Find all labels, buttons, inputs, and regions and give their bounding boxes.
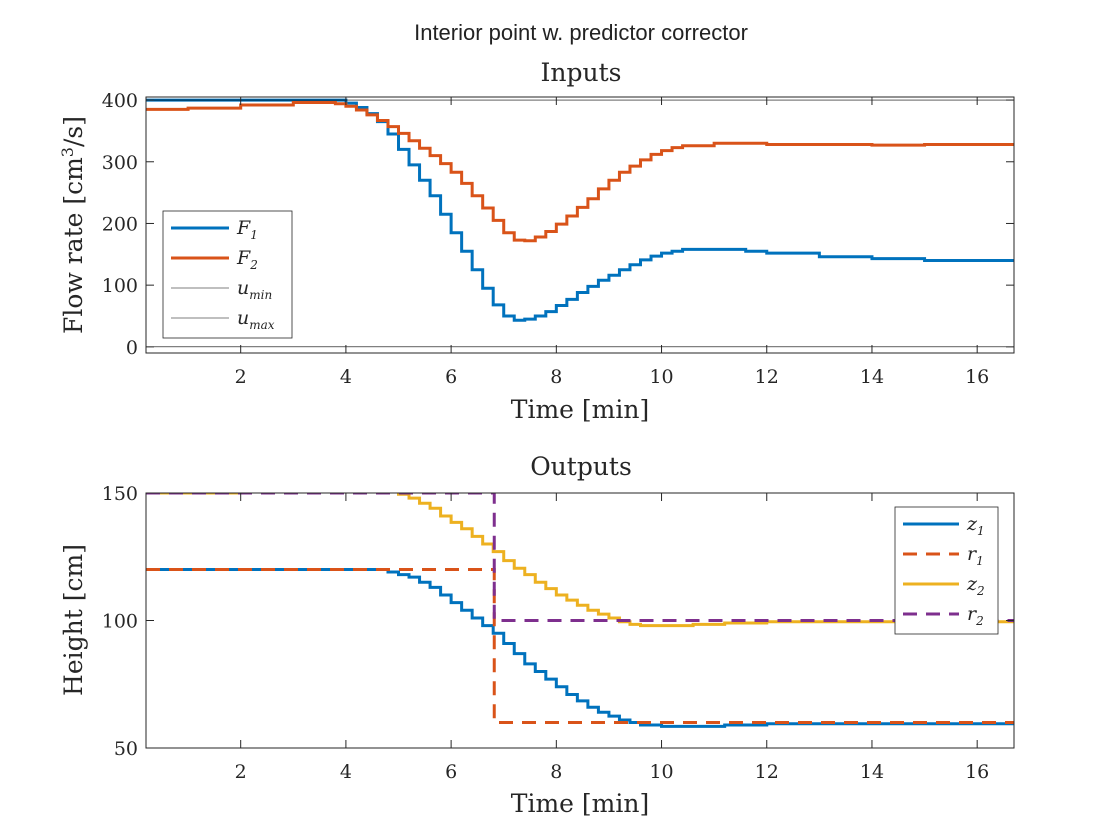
inputs-ticks: 2 4 6 8 10 12 14 16 0 100 200 300 400 — [102, 90, 1014, 388]
x-tick-label: 2 — [235, 761, 247, 783]
x-tick-label: 10 — [649, 761, 673, 783]
inputs-axes-box — [145, 96, 1015, 354]
y-tick-label: 150 — [102, 483, 138, 505]
legend-label-r1: r1 — [967, 543, 984, 568]
outputs-plot-area — [146, 493, 1014, 728]
outputs-title: Outputs — [530, 452, 632, 481]
y-tick-label: 100 — [102, 611, 138, 633]
inputs-ylabel: Flow rate [cm3/s] — [58, 116, 88, 334]
x-tick-label: 12 — [755, 761, 779, 783]
legend-label-F1: F1 — [236, 217, 258, 242]
y-tick-label: 50 — [114, 738, 138, 760]
x-tick-label: 16 — [965, 366, 989, 388]
series-r1 — [146, 568, 1014, 724]
x-tick-label: 6 — [445, 761, 457, 783]
x-tick-label: 16 — [965, 761, 989, 783]
x-tick-label: 8 — [550, 366, 562, 388]
y-tick-label: 200 — [102, 213, 138, 235]
series-F1 — [146, 98, 1014, 322]
legend-label-u-min: umin — [237, 277, 272, 302]
x-tick-label: 12 — [755, 366, 779, 388]
series-r2 — [146, 493, 1014, 622]
outputs-legend: z1 r1 z2 r2 — [894, 506, 999, 635]
legend-label-r2: r2 — [967, 603, 984, 628]
legend-label-u-max: umax — [237, 307, 275, 332]
inputs-xlabel: Time [min] — [511, 395, 649, 424]
legend-label-z2: z2 — [966, 573, 985, 598]
inputs-ylabel-tail: /s] — [59, 116, 88, 147]
x-tick-label: 14 — [860, 761, 884, 783]
y-tick-label: 100 — [102, 275, 138, 297]
inputs-legend-box — [162, 210, 293, 339]
inputs-ylabel-sup: 3 — [58, 147, 77, 157]
x-tick-label: 6 — [445, 366, 457, 388]
inputs-ylabel-base: Flow rate [cm — [59, 157, 88, 334]
outputs-ylabel: Height [cm] — [59, 544, 88, 696]
x-tick-label: 8 — [550, 761, 562, 783]
inputs-title: Inputs — [541, 58, 622, 87]
series-z2 — [146, 493, 1014, 628]
series-F2 — [146, 101, 1014, 243]
legend-label-z1: z1 — [966, 513, 985, 538]
series-z1 — [146, 568, 1014, 728]
x-tick-label: 4 — [340, 761, 352, 783]
y-tick-label: 300 — [102, 152, 138, 174]
outputs-ticks: 2 4 6 8 10 12 14 16 50 100 150 — [102, 483, 1014, 783]
x-tick-label: 14 — [860, 366, 884, 388]
inputs-legend: F1 F2 umin umax — [162, 210, 293, 339]
x-tick-label: 10 — [649, 366, 673, 388]
y-tick-label: 400 — [102, 90, 138, 112]
legend-label-F2: F2 — [236, 247, 258, 272]
x-tick-label: 2 — [235, 366, 247, 388]
y-tick-label: 0 — [126, 337, 138, 359]
x-tick-label: 4 — [340, 366, 352, 388]
figure-title: Interior point w. predictor corrector — [414, 20, 748, 45]
outputs-xlabel: Time [min] — [511, 789, 649, 818]
inputs-panel: Inputs 2 4 6 8 10 12 14 16 0 100 200 300 400 Time [m… — [58, 58, 1015, 424]
inputs-plot-area — [146, 98, 1014, 348]
